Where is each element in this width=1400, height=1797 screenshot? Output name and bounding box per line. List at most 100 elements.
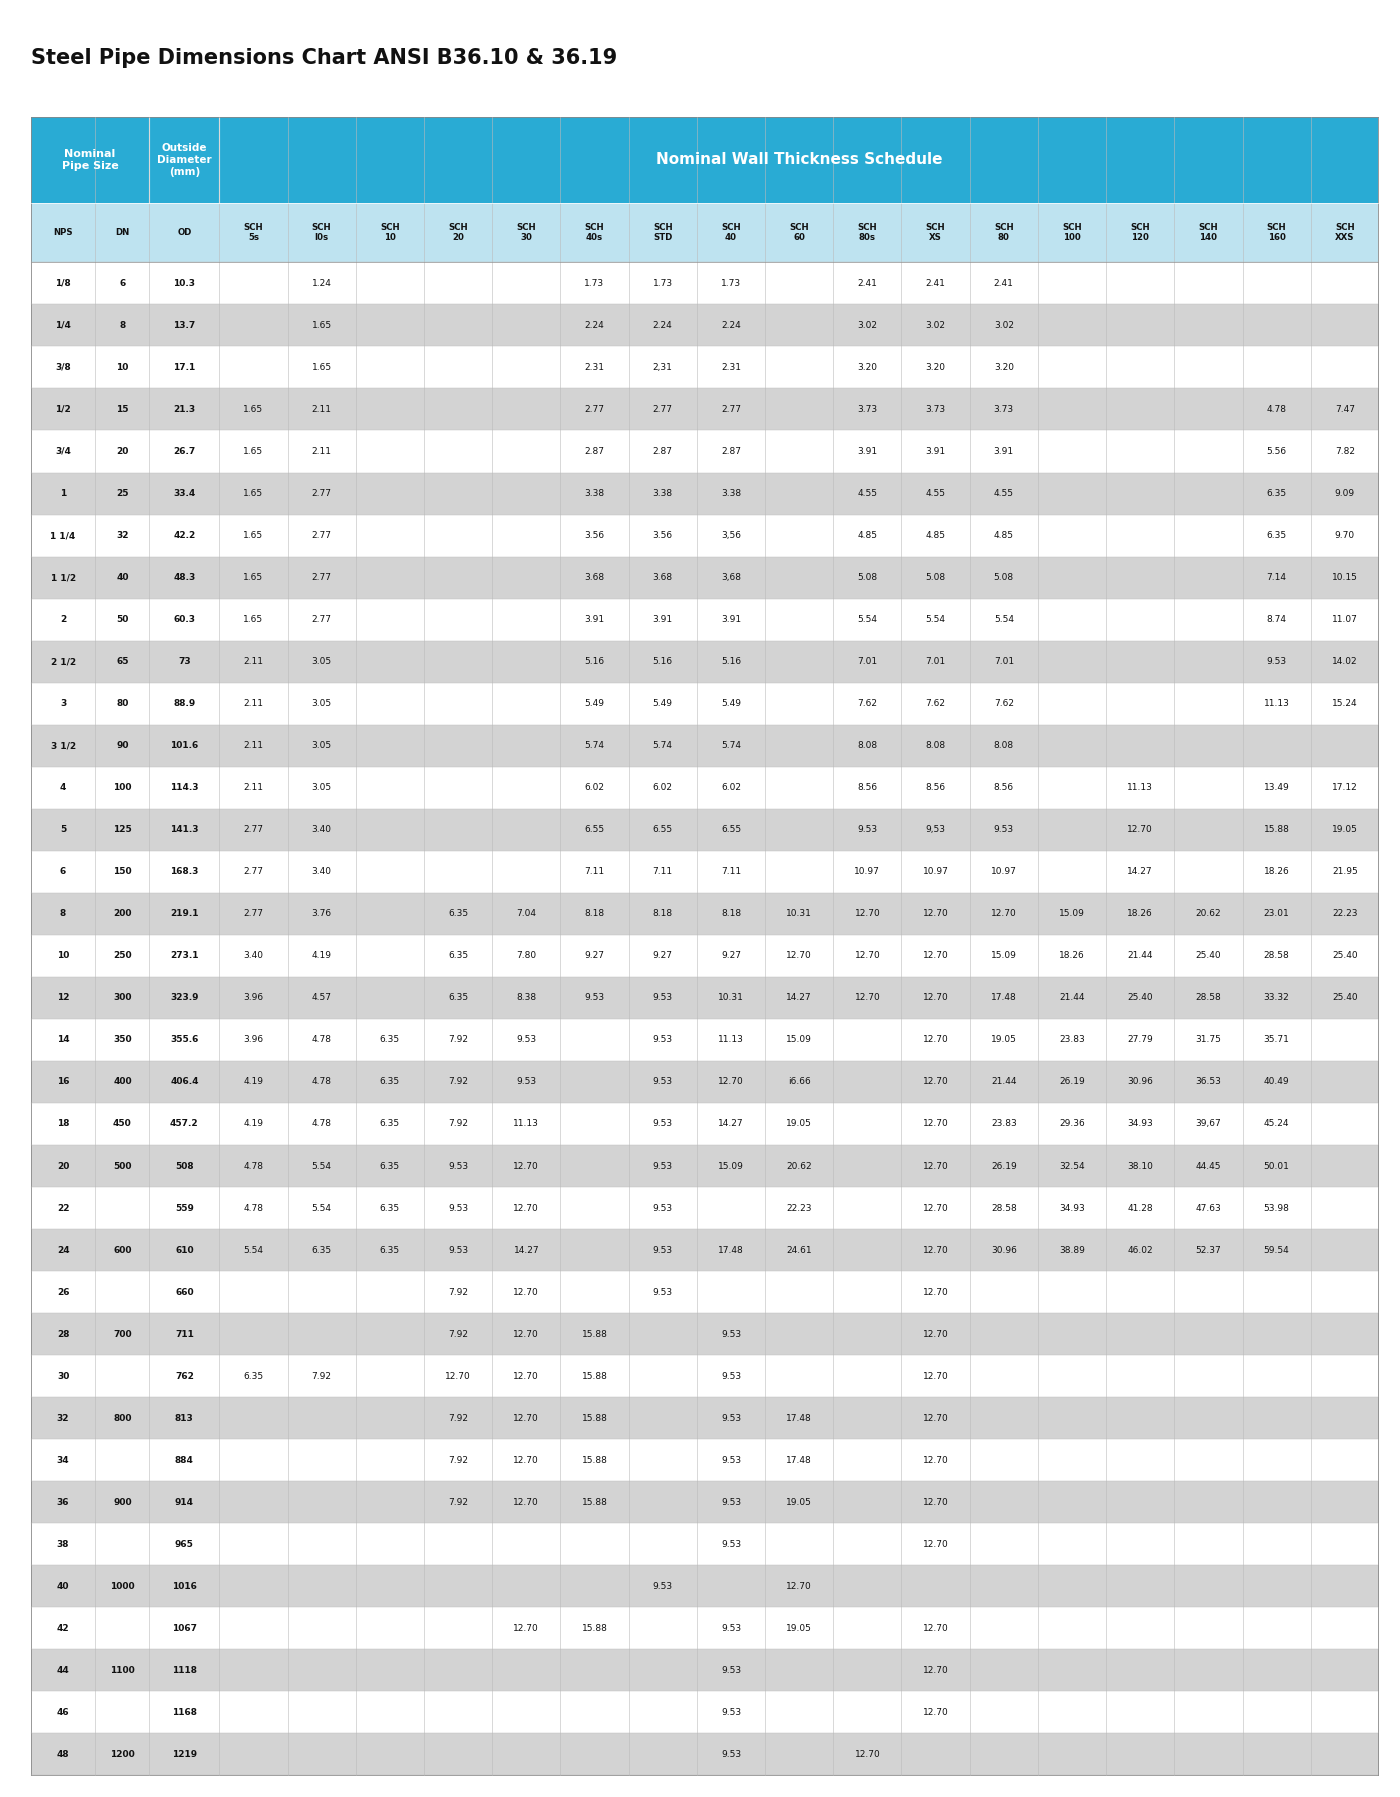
Bar xyxy=(424,1691,493,1734)
Text: 5.16: 5.16 xyxy=(584,658,605,667)
Text: 5.49: 5.49 xyxy=(721,699,741,708)
Bar xyxy=(1106,724,1175,767)
Bar xyxy=(629,1734,697,1775)
Bar xyxy=(31,203,1378,262)
Bar xyxy=(95,1145,150,1188)
Text: 14: 14 xyxy=(57,1035,70,1044)
Bar xyxy=(1037,893,1106,934)
Bar xyxy=(1243,1103,1310,1145)
Text: 24.61: 24.61 xyxy=(787,1245,812,1254)
Bar xyxy=(560,514,629,557)
Text: 12.70: 12.70 xyxy=(854,994,881,1003)
Bar xyxy=(1310,598,1379,640)
Bar xyxy=(1175,347,1243,388)
Text: 9.53: 9.53 xyxy=(448,1204,468,1213)
Text: 500: 500 xyxy=(113,1161,132,1170)
Bar xyxy=(697,850,764,893)
Bar xyxy=(220,388,287,431)
Text: 73: 73 xyxy=(178,658,190,667)
Text: 2.24: 2.24 xyxy=(652,322,672,331)
Bar xyxy=(1310,978,1379,1019)
Text: 14.02: 14.02 xyxy=(1331,658,1358,667)
Bar xyxy=(150,304,220,347)
Bar xyxy=(1175,1188,1243,1229)
Bar xyxy=(970,893,1037,934)
Bar xyxy=(1243,1650,1310,1691)
Bar xyxy=(287,1481,356,1524)
Bar xyxy=(150,1524,220,1565)
Text: 2 1/2: 2 1/2 xyxy=(50,658,76,667)
Text: 12.70: 12.70 xyxy=(923,1161,948,1170)
Text: 8.18: 8.18 xyxy=(584,909,605,918)
Text: 88.9: 88.9 xyxy=(174,699,196,708)
Text: 17.48: 17.48 xyxy=(991,994,1016,1003)
Text: 2.41: 2.41 xyxy=(857,279,878,288)
Bar xyxy=(150,893,220,934)
Bar xyxy=(31,1145,95,1188)
Text: 1219: 1219 xyxy=(172,1750,197,1759)
Bar xyxy=(493,893,560,934)
Bar xyxy=(31,304,95,347)
Bar xyxy=(902,1270,970,1314)
Bar xyxy=(764,1481,833,1524)
Text: 3.68: 3.68 xyxy=(584,573,605,582)
Text: 7.92: 7.92 xyxy=(448,1456,468,1465)
Text: 5.56: 5.56 xyxy=(1267,447,1287,456)
Text: 660: 660 xyxy=(175,1288,193,1297)
Bar xyxy=(95,1607,150,1650)
Text: 7.62: 7.62 xyxy=(857,699,878,708)
Bar xyxy=(1175,1734,1243,1775)
Bar xyxy=(902,1607,970,1650)
Bar xyxy=(31,850,95,893)
Bar xyxy=(31,1188,95,1229)
Text: 1100: 1100 xyxy=(111,1666,134,1675)
Text: 355.6: 355.6 xyxy=(171,1035,199,1044)
Bar xyxy=(493,473,560,514)
Text: 12.70: 12.70 xyxy=(923,951,948,960)
Bar xyxy=(356,1607,424,1650)
Bar xyxy=(1175,1355,1243,1398)
Text: 65: 65 xyxy=(116,658,129,667)
Bar xyxy=(1310,893,1379,934)
Bar xyxy=(697,1565,764,1607)
Text: 15.88: 15.88 xyxy=(581,1497,608,1506)
Text: SCH
40: SCH 40 xyxy=(721,223,741,243)
Bar xyxy=(356,724,424,767)
Bar xyxy=(902,1691,970,1734)
Text: 4.78: 4.78 xyxy=(1267,404,1287,413)
Bar xyxy=(560,1524,629,1565)
Text: 31.75: 31.75 xyxy=(1196,1035,1221,1044)
Text: 3.02: 3.02 xyxy=(994,322,1014,331)
Bar xyxy=(287,1060,356,1103)
Bar xyxy=(1243,1691,1310,1734)
Text: 30: 30 xyxy=(57,1371,70,1380)
Bar xyxy=(970,724,1037,767)
Bar xyxy=(1243,262,1310,304)
Bar xyxy=(424,514,493,557)
Bar xyxy=(1037,347,1106,388)
Text: 2.77: 2.77 xyxy=(244,825,263,834)
Bar xyxy=(150,978,220,1019)
Bar xyxy=(629,1270,697,1314)
Text: 12.70: 12.70 xyxy=(923,1497,948,1506)
Bar xyxy=(560,1691,629,1734)
Text: 3.91: 3.91 xyxy=(925,447,945,456)
Text: 44.45: 44.45 xyxy=(1196,1161,1221,1170)
Text: OD: OD xyxy=(178,228,192,237)
Bar xyxy=(1037,1188,1106,1229)
Text: 14.27: 14.27 xyxy=(718,1120,743,1129)
Text: 21.44: 21.44 xyxy=(1060,994,1085,1003)
Bar xyxy=(356,642,424,683)
Bar xyxy=(220,473,287,514)
Bar xyxy=(833,1355,902,1398)
Bar xyxy=(1037,1314,1106,1355)
Text: 12: 12 xyxy=(57,994,70,1003)
Bar xyxy=(95,767,150,809)
Bar xyxy=(356,1188,424,1229)
Bar xyxy=(560,1734,629,1775)
Bar xyxy=(629,683,697,724)
Bar xyxy=(356,1229,424,1270)
Bar xyxy=(1175,304,1243,347)
Text: 7.82: 7.82 xyxy=(1334,447,1355,456)
Bar xyxy=(356,1314,424,1355)
